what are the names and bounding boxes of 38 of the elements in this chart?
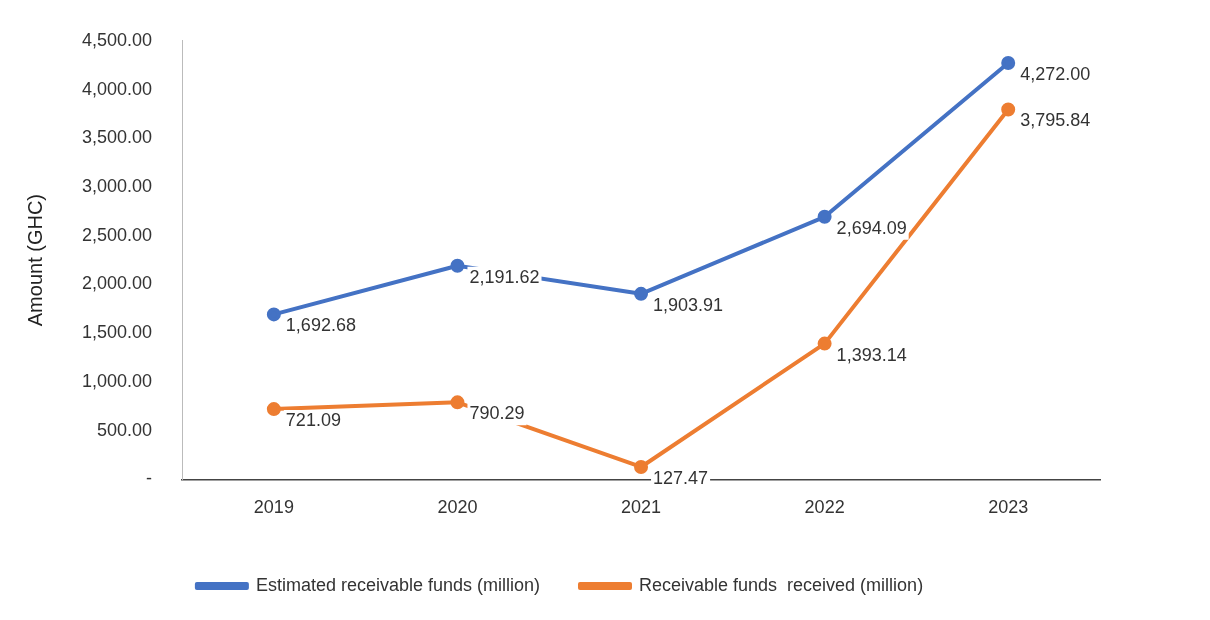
y-tick-label: 1,000.00 [81, 370, 153, 391]
legend-label: Receivable funds received (million) [639, 574, 924, 595]
data-label: 1,903.91 [653, 294, 724, 315]
data-label: 1,393.14 [836, 344, 907, 365]
data-label: 127.47 [653, 467, 709, 488]
data-label: 790.29 [469, 403, 525, 424]
data-label: 1,692.68 [285, 315, 356, 336]
point [817, 336, 832, 351]
point [1001, 56, 1016, 71]
y-tick-label: 4,000.00 [81, 78, 153, 99]
x-tick-label: 2020 [437, 497, 478, 518]
point [450, 258, 465, 273]
y-tick-label: 3,500.00 [81, 127, 153, 148]
legend-label: Estimated receivable funds (million) [255, 574, 541, 595]
point [634, 286, 649, 301]
y-tick-label: - [146, 468, 153, 489]
point [450, 395, 465, 410]
data-label: 721.09 [285, 410, 341, 431]
y-tick-label: 4,500.00 [81, 29, 153, 50]
y-tick-label: 3,000.00 [81, 175, 153, 196]
y-tick-label: 2,500.00 [81, 224, 153, 245]
point [817, 209, 832, 224]
point [1001, 102, 1016, 117]
x-tick-label: 2021 [621, 497, 662, 518]
point [634, 459, 649, 474]
point [266, 307, 281, 322]
y-axis-title: Amount (GHC) [23, 193, 46, 327]
x-tick-label: 2023 [988, 497, 1029, 518]
x-tick-label: 2022 [804, 497, 845, 518]
point [266, 402, 281, 417]
data-label: 4,272.00 [1020, 63, 1091, 84]
y-tick-label: 1,500.00 [81, 322, 153, 343]
data-label: 2,191.62 [469, 266, 540, 287]
y-tick-label: 2,000.00 [81, 273, 153, 294]
x-tick-label: 2019 [253, 497, 294, 518]
y-tick-label: 500.00 [97, 419, 153, 440]
data-label: 2,694.09 [836, 217, 907, 238]
data-label: 3,795.84 [1020, 110, 1091, 131]
